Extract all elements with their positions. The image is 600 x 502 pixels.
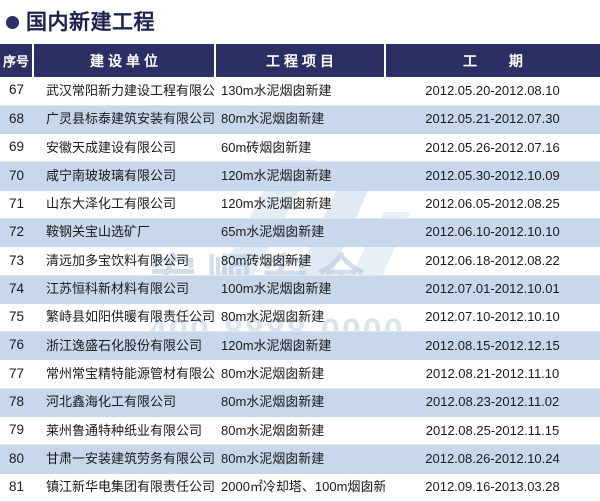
row-unit: 镇江新华电集团有限责任公司 (33, 473, 215, 502)
row-project: 130m水泥烟囱新建 (215, 77, 385, 106)
row-duration: 2012.05.20-2012.08.10 (385, 77, 600, 106)
row-project: 80m水泥烟囱新建 (215, 416, 385, 446)
row-project: 80m水泥烟囱新建 (215, 359, 385, 389)
row-index: 73 (0, 246, 33, 276)
table-row: 69 安徽天成建设有限公司 60m砖烟囱新建 2012.05.26-2012.07.1… (0, 133, 600, 163)
row-duration: 2012.06.18-2012.08.22 (385, 246, 600, 276)
page-header: 国内新建工程 (0, 0, 600, 44)
row-unit: 清远加多宝饮料有限公司 (33, 246, 215, 276)
table-row: 71 山东大泽化工有限公司 120m水泥烟囱新建 2012.06.05-2012.08… (0, 190, 600, 219)
table-row: 80 甘肃一安装建筑劳务有限公司 80m水泥烟囱新建 2012.08.26-2012.… (0, 444, 600, 474)
row-unit: 甘肃一安装建筑劳务有限公司 (33, 444, 215, 474)
row-project: 2000㎡冷却塔、100m烟囱新建 (215, 473, 385, 502)
table-header-row: 序号 建设单位 工程项目 工 期 (0, 44, 600, 77)
row-project: 80m水泥烟囱新建 (215, 444, 385, 474)
row-duration: 2012.08.21-2012.11.10 (385, 359, 600, 389)
row-unit: 山东大泽化工有限公司 (33, 190, 215, 219)
page-title: 国内新建工程 (26, 10, 155, 34)
row-project: 80m水泥烟囱新建 (215, 105, 385, 135)
table-row: 78 河北鑫海化工有限公司 80m水泥烟囱新建 2012.08.23-2012.11.… (0, 388, 600, 418)
table-row: 72 鞍钢关宝山选矿厂 65m水泥烟囱新建 2012.06.10-2012.10.10 (0, 218, 600, 248)
row-duration: 2012.07.10-2012.10.10 (385, 303, 600, 333)
row-unit: 广灵县标泰建筑安装有限公司 (33, 105, 215, 135)
row-index: 72 (0, 218, 33, 248)
row-duration: 2012.07.01-2012.10.01 (385, 275, 600, 304)
row-duration: 2012.08.15-2012.12.15 (385, 331, 600, 361)
row-duration: 2012.08.23-2012.11.02 (385, 388, 600, 418)
row-duration: 2012.06.10-2012.10.10 (385, 218, 600, 248)
row-project: 65m水泥烟囱新建 (215, 218, 385, 248)
row-duration: 2012.08.25-2012.11.15 (385, 416, 600, 446)
table-row: 74 江苏恒科新材料有限公司 100m水泥烟囱新建 2012.07.01-2012.1… (0, 275, 600, 304)
table-row: 76 浙江逸盛石化股份有限公司 120m水泥烟囱新建 2012.08.15-2012.… (0, 331, 600, 361)
row-duration: 2012.05.26-2012.07.16 (385, 133, 600, 163)
row-duration: 2012.09.16-2013.03.28 (385, 473, 600, 502)
table-row: 79 莱州鲁通特种纸业有限公司 80m水泥烟囱新建 2012.08.25-2012.1… (0, 416, 600, 446)
table-row: 77 常州常宝精特能源管材有限公司 80m水泥烟囱新建 2012.08.21-2012… (0, 359, 600, 389)
row-unit: 莱州鲁通特种纸业有限公司 (33, 416, 215, 446)
projects-table-container: 序号 建设单位 工程项目 工 期 67 武汉常阳新力建设工程有限公司 130m水泥烟… (0, 44, 600, 502)
column-header-duration: 工 期 (385, 44, 600, 77)
row-index: 74 (0, 275, 33, 304)
row-index: 76 (0, 331, 33, 361)
row-project: 100m水泥烟囱新建 (215, 275, 385, 304)
row-project: 80m水泥烟囱新建 (215, 388, 385, 418)
row-unit: 鞍钢关宝山选矿厂 (33, 218, 215, 248)
row-unit: 江苏恒科新材料有限公司 (33, 275, 215, 304)
table-header: 序号 建设单位 工程项目 工 期 (0, 44, 600, 77)
row-project: 120m水泥烟囱新建 (215, 190, 385, 219)
row-project: 120m水泥烟囱新建 (215, 161, 385, 191)
row-index: 71 (0, 190, 33, 219)
table-row: 73 清远加多宝饮料有限公司 80m砖烟囱新建 2012.06.18-2012.08.… (0, 246, 600, 276)
row-project: 120m水泥烟囱新建 (215, 331, 385, 361)
bullet-icon (6, 15, 19, 29)
table-row: 75 繁峙县如阳供暖有限责任公司 80m水泥烟囱新建 2012.07.10-2012.… (0, 303, 600, 333)
row-index: 68 (0, 105, 33, 135)
row-unit: 繁峙县如阳供暖有限责任公司 (33, 303, 215, 333)
row-duration: 2012.05.21-2012.07.30 (385, 105, 600, 135)
projects-table: 序号 建设单位 工程项目 工 期 67 武汉常阳新力建设工程有限公司 130m水泥烟… (0, 44, 600, 502)
table-row: 70 咸宁南玻玻璃有限公司 120m水泥烟囱新建 2012.05.30-2012.10… (0, 161, 600, 191)
row-index: 80 (0, 444, 33, 474)
row-unit: 武汉常阳新力建设工程有限公司 (33, 77, 215, 106)
row-unit: 安徽天成建设有限公司 (33, 133, 215, 163)
row-project: 80m砖烟囱新建 (215, 246, 385, 276)
table-row: 67 武汉常阳新力建设工程有限公司 130m水泥烟囱新建 2012.05.20-201… (0, 77, 600, 106)
column-header-unit: 建设单位 (33, 44, 216, 77)
row-index: 79 (0, 416, 33, 446)
row-index: 75 (0, 303, 33, 333)
row-project: 80m水泥烟囱新建 (215, 303, 385, 333)
row-unit: 河北鑫海化工有限公司 (33, 388, 215, 418)
table-row: 81 镇江新华电集团有限责任公司 2000㎡冷却塔、100m烟囱新建 2012.09.… (0, 473, 600, 502)
column-header-project: 工程项目 (215, 44, 386, 77)
row-unit: 咸宁南玻玻璃有限公司 (33, 161, 215, 191)
row-unit: 常州常宝精特能源管材有限公司 (33, 359, 215, 389)
row-unit: 浙江逸盛石化股份有限公司 (33, 331, 215, 361)
row-index: 78 (0, 388, 33, 418)
row-index: 67 (0, 77, 33, 106)
row-project: 60m砖烟囱新建 (215, 133, 385, 163)
row-index: 77 (0, 359, 33, 389)
row-index: 69 (0, 133, 33, 163)
row-duration: 2012.06.05-2012.08.25 (385, 190, 600, 219)
table-body: 67 武汉常阳新力建设工程有限公司 130m水泥烟囱新建 2012.05.20-201… (0, 77, 600, 502)
row-index: 81 (0, 473, 33, 502)
column-header-index: 序号 (0, 44, 34, 77)
row-duration: 2012.05.30-2012.10.09 (385, 161, 600, 191)
table-row: 68 广灵县标泰建筑安装有限公司 80m水泥烟囱新建 2012.05.21-2012.… (0, 105, 600, 135)
row-duration: 2012.08.26-2012.10.24 (385, 444, 600, 474)
row-index: 70 (0, 161, 33, 191)
